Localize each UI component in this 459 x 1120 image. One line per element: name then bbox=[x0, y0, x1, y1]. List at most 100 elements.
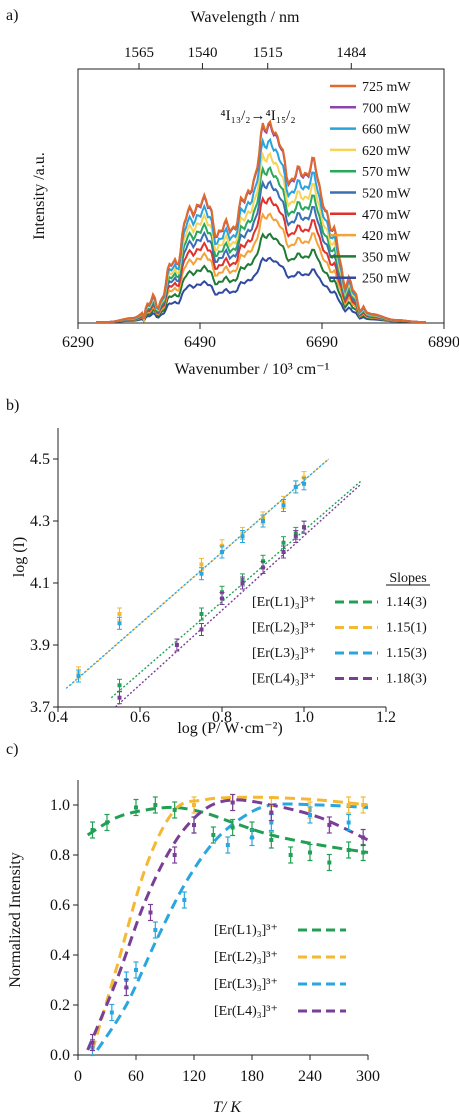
legend-entry: 470 mW bbox=[362, 208, 411, 223]
panel-b-x-tick-label: 0.8 bbox=[212, 709, 232, 726]
panel-b-y-tick-label: 4.1 bbox=[30, 575, 50, 592]
data-point-L4 bbox=[293, 530, 299, 543]
data-point-L1 bbox=[326, 853, 332, 872]
data-point-L1 bbox=[307, 843, 313, 862]
panel-a-legend: 725 mW 700 mW 660 mW 620 mW 570 mW 520 mW 470 … bbox=[330, 80, 411, 287]
panel-b-y-tick-label: 3.7 bbox=[30, 699, 50, 716]
legend-entry: 700 mW bbox=[362, 101, 411, 116]
legend-entry: [Er(L3)₃]³⁺ bbox=[252, 646, 316, 661]
legend-slope: 1.18(3) bbox=[386, 672, 427, 687]
panel-b-legend: Slopes [Er(L1)₃]³⁺ 1.14(3) [Er(L2)₃]³⁺ 1.15(… bbox=[252, 571, 430, 687]
legend-entry: 520 mW bbox=[362, 187, 411, 202]
fit-curve-L3 bbox=[96, 802, 369, 1051]
data-point-L1 bbox=[104, 813, 110, 832]
data-point-L4 bbox=[268, 803, 274, 822]
data-point-L4 bbox=[281, 545, 286, 559]
panel-b-x-tick-label: 1.2 bbox=[376, 709, 396, 726]
panel-b-y-axis-title: log (I) bbox=[11, 537, 28, 577]
data-point-L1 bbox=[172, 801, 178, 819]
data-point-L2 bbox=[191, 796, 197, 814]
panel-b-y-tick-label: 4.3 bbox=[30, 513, 50, 530]
data-point-L4 bbox=[260, 561, 266, 574]
data-point-L3 bbox=[281, 499, 286, 512]
panel-a-top-tick-label: 1515 bbox=[253, 45, 283, 61]
panel-c-x-tick-label: 0 bbox=[74, 1068, 82, 1085]
data-point-L4 bbox=[174, 638, 180, 652]
data-point-L3 bbox=[109, 1003, 115, 1022]
data-point-L3 bbox=[225, 836, 231, 854]
data-point-L3 bbox=[181, 891, 187, 909]
panel-b: b) 0.4 0.6 0.8 1.0 1.2 3.7 3.9 4.1 4.3 4.5 Slopes… bbox=[6, 397, 430, 737]
panel-c-x-tick-label: 180 bbox=[240, 1068, 264, 1085]
data-point-L3 bbox=[133, 961, 139, 979]
panel-c-x-tick-label: 120 bbox=[182, 1068, 206, 1085]
legend-entry: 725 mW bbox=[362, 80, 411, 95]
data-point-L3 bbox=[301, 477, 307, 491]
legend-entry: 660 mW bbox=[362, 123, 411, 138]
panel-a-x-ticks: 6290 6490 6690 6890 bbox=[62, 323, 459, 351]
panel-b-x-axis-title: log (P/ W·cm⁻²) bbox=[177, 720, 282, 737]
legend-entry: [Er(L4)₃]³⁺ bbox=[214, 1004, 278, 1019]
panel-c-axes: 0 60 120 180 240 300 0.0 0.2 0.4 0.6 0.8 1.0 bbox=[50, 780, 380, 1085]
fit-line-4 bbox=[114, 483, 362, 708]
panel-b-series bbox=[65, 458, 362, 708]
panel-a-spectra bbox=[96, 119, 426, 324]
data-point-L1 bbox=[268, 831, 274, 849]
data-point-L4 bbox=[360, 828, 366, 847]
panel-a: a) Wavelength / nm 1565 1540 1515 1484 ⁴I₁₃… bbox=[6, 7, 459, 378]
legend-entry: 350 mW bbox=[362, 250, 411, 265]
data-point-L3 bbox=[307, 806, 313, 824]
panel-b-legend-header: Slopes bbox=[389, 571, 426, 586]
fit-line-1 bbox=[110, 480, 362, 699]
fit-curve-L4 bbox=[86, 798, 369, 1051]
legend-entry: 420 mW bbox=[362, 229, 411, 244]
panel-b-y-tick-label: 3.9 bbox=[30, 637, 50, 654]
legend-entry: 570 mW bbox=[362, 165, 411, 180]
data-point-L3 bbox=[152, 921, 158, 939]
fit-curve-L1 bbox=[86, 805, 369, 854]
data-point-L4 bbox=[326, 816, 332, 834]
panel-a-x-tick-label: 6690 bbox=[306, 334, 338, 351]
panel-b-label: b) bbox=[6, 397, 19, 414]
data-point-L3 bbox=[199, 567, 204, 581]
spectrum-line-725-mw bbox=[96, 119, 426, 323]
panel-c-y-tick-label: 0.6 bbox=[50, 897, 70, 914]
panel-c-x-tick-label: 240 bbox=[298, 1068, 322, 1085]
panel-b-x-tick-label: 0.6 bbox=[130, 709, 150, 726]
legend-slope: 1.15(1) bbox=[386, 621, 427, 636]
panel-a-top-ticks: 1565 1540 1515 1484 bbox=[124, 45, 367, 69]
panel-c: c) 0 60 120 180 240 300 0.0 0.2 0.4 0.6 0.8 1.0 [Er… bbox=[6, 741, 380, 1116]
data-point-L3 bbox=[260, 514, 266, 528]
fit-line-2 bbox=[69, 458, 330, 686]
panel-c-y-tick-label: 0.0 bbox=[50, 1047, 70, 1064]
legend-slope: 1.15(3) bbox=[386, 646, 427, 661]
data-point-L1 bbox=[360, 843, 366, 862]
fit-curve-L2 bbox=[91, 795, 369, 1051]
panel-a-y-axis-title: Intensity /a.u. bbox=[31, 152, 48, 240]
data-point-L4 bbox=[219, 592, 225, 605]
legend-entry: [Er(L2)₃]³⁺ bbox=[214, 950, 278, 965]
data-point-L1 bbox=[346, 841, 352, 859]
data-point-L1 bbox=[210, 826, 216, 844]
data-point-L1 bbox=[230, 818, 236, 837]
data-point-L1 bbox=[133, 798, 139, 817]
panel-c-y-tick-label: 0.4 bbox=[50, 947, 70, 964]
data-point-L4 bbox=[148, 903, 153, 922]
panel-a-top-tick-label: 1565 bbox=[124, 45, 154, 61]
panel-c-legend: [Er(L1)₃]³⁺ [Er(L2)₃]³⁺ [Er(L3)₃]³⁺ [Er(L4)… bbox=[214, 923, 346, 1019]
legend-entry: [Er(L2)₃]³⁺ bbox=[252, 621, 316, 636]
data-point-L3 bbox=[219, 545, 225, 559]
panel-c-y-tick-label: 0.8 bbox=[50, 847, 70, 864]
panel-a-top-tick-label: 1540 bbox=[187, 45, 217, 61]
data-point-L4 bbox=[199, 623, 204, 636]
panel-a-label: a) bbox=[6, 7, 18, 24]
panel-b-axes: 0.4 0.6 0.8 1.0 1.2 3.7 3.9 4.1 4.3 4.5 bbox=[30, 428, 396, 726]
panel-c-x-tick-label: 60 bbox=[128, 1068, 144, 1085]
panel-a-x-tick-label: 6890 bbox=[428, 334, 459, 351]
panel-a-top-tick-label: 1484 bbox=[336, 45, 367, 61]
data-point-L1 bbox=[288, 846, 294, 864]
data-point-L1 bbox=[199, 607, 204, 621]
data-point-L3 bbox=[346, 813, 352, 832]
data-point-L3 bbox=[249, 828, 255, 847]
legend-entry: [Er(L1)₃]³⁺ bbox=[252, 595, 316, 610]
